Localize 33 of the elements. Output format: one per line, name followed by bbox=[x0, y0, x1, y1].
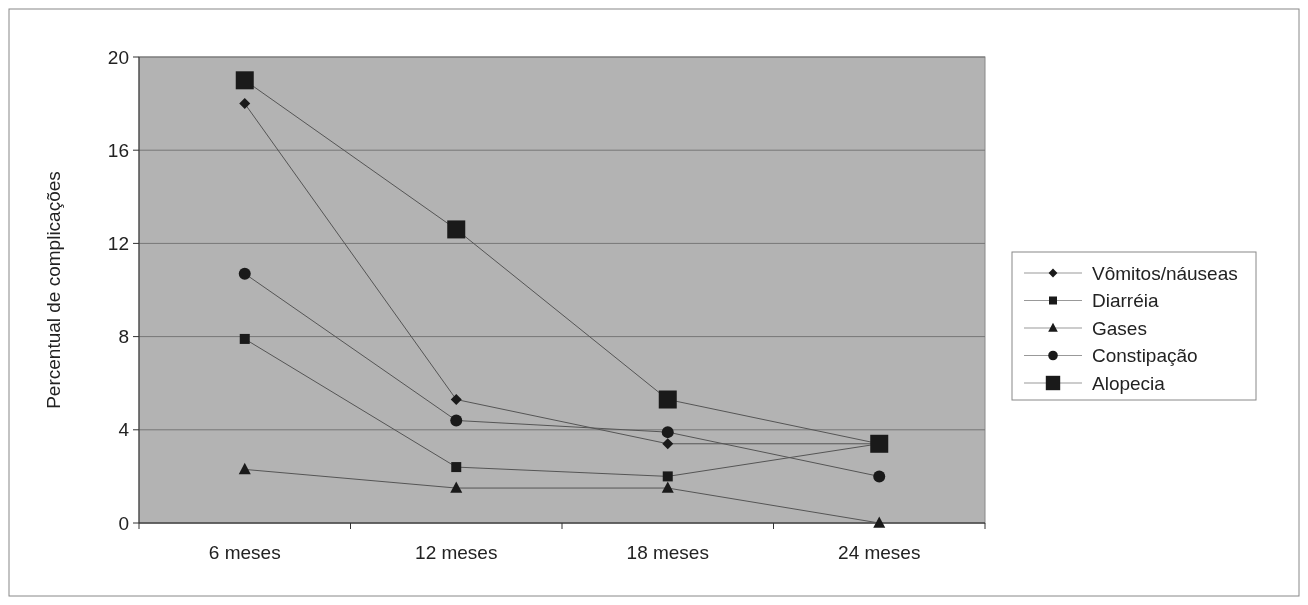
point bbox=[239, 333, 250, 344]
y-tick-label: 4 bbox=[118, 419, 130, 441]
point bbox=[239, 98, 251, 110]
y-tick-label: 0 bbox=[118, 512, 129, 534]
legend-label: Vômitos/náuseas bbox=[1092, 262, 1238, 284]
y-tick-label: 16 bbox=[107, 139, 129, 161]
point bbox=[873, 470, 886, 483]
y-axis-title: Percentual de complicações bbox=[43, 171, 64, 409]
point bbox=[238, 267, 251, 280]
legend-label: Alopecia bbox=[1092, 372, 1166, 394]
y-tick-label: 8 bbox=[118, 326, 129, 348]
x-tick-label: 24 meses bbox=[838, 542, 921, 563]
point bbox=[450, 414, 463, 427]
legend-label: Constipação bbox=[1092, 345, 1198, 367]
y-tick-label: 12 bbox=[107, 233, 129, 255]
point bbox=[450, 394, 462, 406]
legend-label: Gases bbox=[1092, 317, 1147, 339]
point bbox=[661, 426, 674, 439]
point bbox=[451, 462, 462, 473]
x-tick-label: 6 meses bbox=[208, 542, 281, 563]
point bbox=[873, 516, 886, 528]
legend-label: Diarréia bbox=[1092, 290, 1159, 312]
x-tick-label: 18 meses bbox=[626, 542, 709, 563]
point bbox=[662, 471, 673, 482]
point bbox=[235, 71, 254, 90]
point bbox=[658, 390, 677, 409]
y-tick-label: 20 bbox=[107, 46, 129, 68]
point bbox=[662, 438, 674, 450]
point bbox=[450, 481, 463, 493]
point bbox=[447, 220, 466, 239]
point bbox=[661, 481, 674, 493]
point bbox=[238, 462, 251, 475]
x-tick-label: 12 meses bbox=[415, 542, 498, 563]
